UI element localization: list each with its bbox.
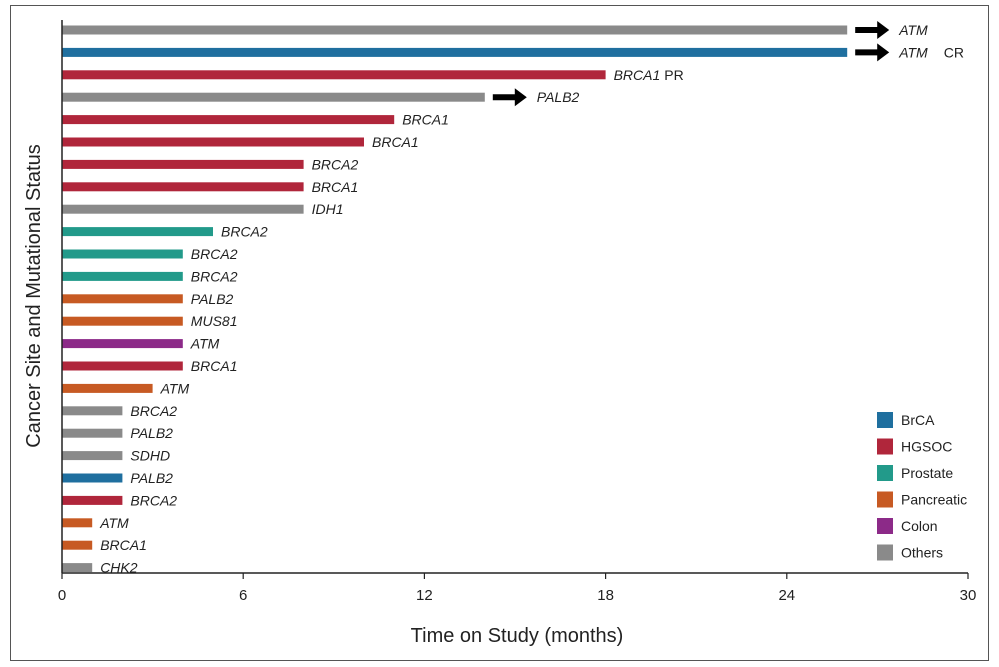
legend-label: HGSOC bbox=[901, 439, 952, 455]
bar bbox=[62, 182, 304, 192]
x-tick-label: 6 bbox=[239, 587, 247, 604]
legend-label: Colon bbox=[901, 518, 938, 534]
axes-layer bbox=[61, 20, 968, 574]
gene-label: ATM bbox=[898, 44, 928, 60]
legend-swatch bbox=[877, 491, 893, 508]
legend: BrCA HGSOC Prostate Pancreatic Colon Others bbox=[877, 412, 967, 561]
response-label: CR bbox=[944, 44, 964, 60]
bars-layer bbox=[62, 25, 848, 573]
bar bbox=[62, 518, 93, 528]
gene-label: CHK2 bbox=[100, 560, 138, 576]
bar bbox=[62, 249, 183, 259]
gene-label: BRCA1 bbox=[402, 112, 449, 128]
gene-label: BRCA2 bbox=[130, 492, 177, 508]
gene-label: MUS81 bbox=[191, 313, 238, 329]
gene-label: PALB2 bbox=[537, 89, 580, 105]
legend-label: Others bbox=[901, 545, 943, 561]
bar bbox=[62, 137, 364, 147]
bar bbox=[62, 383, 153, 393]
x-ticks: 0 6 12 18 24 30 bbox=[58, 573, 977, 604]
bar bbox=[62, 473, 123, 483]
bar bbox=[62, 227, 213, 237]
gene-label: ATM bbox=[898, 22, 928, 38]
bar bbox=[62, 406, 123, 416]
bar bbox=[62, 339, 183, 349]
x-tick-label: 30 bbox=[960, 587, 977, 604]
gene-label: PALB2 bbox=[130, 425, 173, 441]
bar bbox=[62, 92, 485, 102]
response-label: PR bbox=[664, 67, 683, 83]
ongoing-arrow-icon bbox=[492, 88, 527, 107]
gene-label: BRCA1 bbox=[372, 134, 419, 150]
ongoing-arrow-icon bbox=[855, 21, 890, 39]
x-tick-label: 18 bbox=[597, 587, 614, 604]
bar bbox=[62, 361, 183, 371]
bar bbox=[62, 294, 183, 304]
x-axis-title: Time on Study (months) bbox=[411, 625, 624, 647]
figure-frame bbox=[10, 5, 989, 661]
bar bbox=[62, 271, 183, 281]
bar bbox=[62, 428, 123, 438]
ongoing-arrow-icon bbox=[855, 43, 890, 62]
gene-label: BRCA2 bbox=[191, 268, 238, 284]
gene-label: PALB2 bbox=[191, 291, 234, 307]
legend-label: BrCA bbox=[901, 412, 935, 428]
bar bbox=[62, 540, 93, 550]
x-tick-label: 12 bbox=[416, 587, 433, 604]
legend-swatch bbox=[877, 438, 893, 455]
bar bbox=[62, 47, 848, 57]
bar bbox=[62, 159, 304, 169]
bar bbox=[62, 316, 183, 326]
gene-label: BRCA2 bbox=[312, 156, 359, 172]
x-tick-label: 24 bbox=[778, 587, 795, 604]
legend-swatch bbox=[877, 465, 893, 481]
bar bbox=[62, 451, 123, 461]
legend-label: Pancreatic bbox=[901, 492, 967, 508]
bar bbox=[62, 563, 93, 573]
x-tick-label: 0 bbox=[58, 587, 66, 604]
gene-label: BRCA2 bbox=[191, 246, 238, 262]
y-axis-title: Cancer Site and Mutational Status bbox=[23, 144, 45, 448]
gene-label: ATM bbox=[190, 336, 220, 352]
bar bbox=[62, 115, 395, 125]
legend-label: Prostate bbox=[901, 465, 953, 481]
legend-swatch bbox=[877, 518, 893, 534]
gene-label: IDH1 bbox=[312, 201, 344, 217]
gene-label: BRCA1 bbox=[100, 537, 147, 553]
bar bbox=[62, 204, 304, 214]
gene-label: BRCA2 bbox=[221, 224, 268, 240]
legend-swatch bbox=[877, 412, 893, 428]
bar bbox=[62, 25, 848, 35]
gene-label: BRCA1 bbox=[191, 358, 238, 374]
gene-label: BRCA1 bbox=[614, 67, 661, 83]
gene-label: SDHD bbox=[130, 448, 170, 464]
bar bbox=[62, 495, 123, 505]
gene-label: BRCA1 bbox=[312, 179, 359, 195]
legend-swatch bbox=[877, 544, 893, 561]
gene-label: ATM bbox=[99, 515, 129, 531]
gene-label: PALB2 bbox=[130, 470, 173, 486]
gene-label: ATM bbox=[160, 380, 190, 396]
gene-label: BRCA2 bbox=[130, 403, 177, 419]
bar bbox=[62, 70, 606, 80]
